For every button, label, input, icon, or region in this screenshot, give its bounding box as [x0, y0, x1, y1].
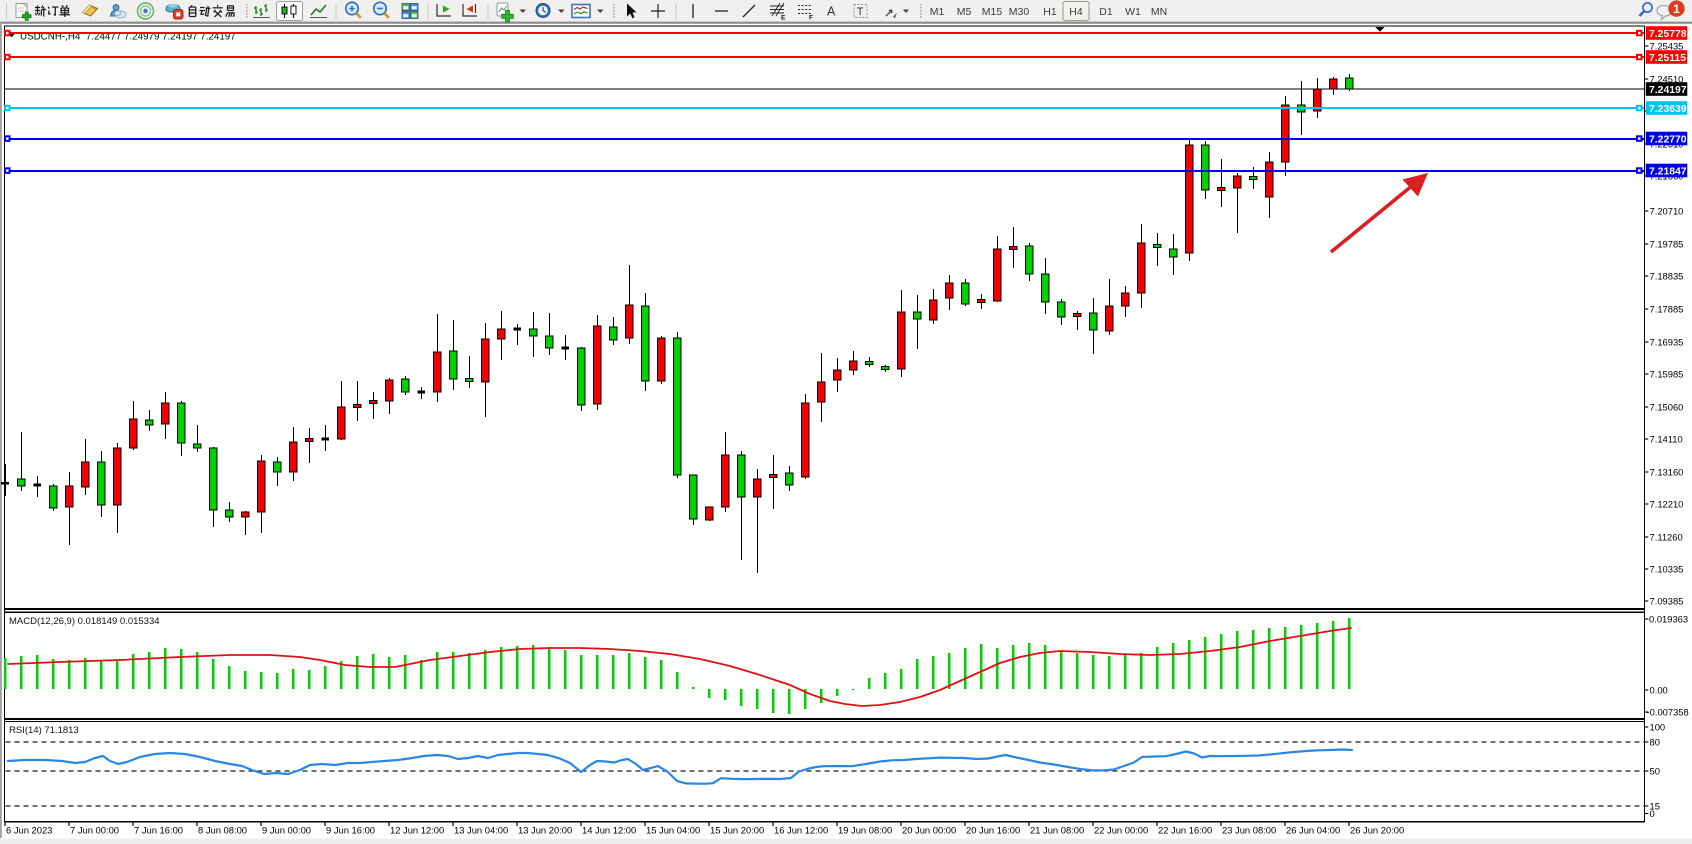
svg-text:13 Jun 04:00: 13 Jun 04:00: [454, 825, 508, 836]
svg-text:0.00: 0.00: [1650, 684, 1668, 695]
svg-text:M30: M30: [1009, 6, 1030, 18]
svg-text:7.10335: 7.10335: [1650, 563, 1684, 574]
svg-text:A: A: [827, 5, 836, 19]
svg-text:14 Jun 12:00: 14 Jun 12:00: [582, 825, 636, 836]
svg-text:7.15985: 7.15985: [1650, 368, 1684, 379]
svg-text:80: 80: [1650, 736, 1660, 747]
svg-text:16 Jun 12:00: 16 Jun 12:00: [774, 825, 828, 836]
svg-text:20 Jun 00:00: 20 Jun 00:00: [902, 825, 956, 836]
svg-text:7.12210: 7.12210: [1650, 498, 1684, 509]
svg-text:100: 100: [1650, 721, 1666, 732]
svg-text:-0.007358: -0.007358: [1647, 706, 1689, 717]
svg-text:7.22770: 7.22770: [1649, 134, 1687, 145]
svg-text:H1: H1: [1043, 6, 1057, 18]
svg-text:26 Jun 04:00: 26 Jun 04:00: [1286, 825, 1340, 836]
svg-text:7.25115: 7.25115: [1649, 53, 1686, 64]
svg-text:26 Jun 20:00: 26 Jun 20:00: [1350, 825, 1404, 836]
svg-text:50: 50: [1650, 765, 1660, 776]
svg-text:M1: M1: [930, 6, 945, 18]
svg-text:15: 15: [1650, 800, 1660, 811]
svg-text:7.25778: 7.25778: [1649, 29, 1687, 40]
svg-text:T: T: [857, 6, 864, 18]
svg-text:19 Jun 08:00: 19 Jun 08:00: [838, 825, 892, 836]
svg-text:MACD(12,26,9) 0.018149 0.01533: MACD(12,26,9) 0.018149 0.015334: [9, 616, 160, 627]
svg-text:F: F: [809, 15, 813, 22]
svg-text:7.25435: 7.25435: [1650, 40, 1684, 51]
svg-text:22 Jun 16:00: 22 Jun 16:00: [1158, 825, 1212, 836]
svg-text:6 Jun 2023: 6 Jun 2023: [6, 825, 52, 836]
svg-text:7.16935: 7.16935: [1650, 336, 1684, 347]
svg-text:8 Jun 08:00: 8 Jun 08:00: [198, 825, 247, 836]
svg-text:7.11260: 7.11260: [1650, 531, 1683, 542]
svg-text:7.18835: 7.18835: [1650, 270, 1684, 281]
svg-text:USDCNH-,H4 7.24477 7.24979 7.: USDCNH-,H4 7.24477 7.24979 7.24197 7.241…: [20, 31, 236, 42]
svg-text:7.20710: 7.20710: [1650, 205, 1684, 216]
svg-text:20 Jun 16:00: 20 Jun 16:00: [966, 825, 1020, 836]
svg-text:22 Jun 00:00: 22 Jun 00:00: [1094, 825, 1148, 836]
svg-text:D1: D1: [1099, 6, 1113, 18]
svg-text:7.19785: 7.19785: [1650, 238, 1684, 249]
svg-text:9 Jun 00:00: 9 Jun 00:00: [262, 825, 311, 836]
svg-text:7.21847: 7.21847: [1649, 166, 1687, 177]
svg-text:1: 1: [1673, 2, 1680, 16]
svg-text:W1: W1: [1125, 6, 1141, 18]
svg-text:MN: MN: [1151, 6, 1167, 18]
svg-text:23 Jun 08:00: 23 Jun 08:00: [1222, 825, 1276, 836]
svg-text:H4: H4: [1069, 6, 1083, 18]
svg-text:0.019363: 0.019363: [1649, 613, 1688, 624]
svg-text:7.14110: 7.14110: [1650, 433, 1683, 444]
svg-text:7 Jun 00:00: 7 Jun 00:00: [70, 825, 119, 836]
svg-text:0: 0: [1650, 808, 1655, 819]
svg-text:9 Jun 16:00: 9 Jun 16:00: [326, 825, 375, 836]
svg-text:21 Jun 08:00: 21 Jun 08:00: [1030, 825, 1084, 836]
svg-text:7.17885: 7.17885: [1650, 303, 1684, 314]
svg-text:15 Jun 20:00: 15 Jun 20:00: [710, 825, 764, 836]
svg-text:7.15060: 7.15060: [1650, 401, 1684, 412]
svg-text:7.09385: 7.09385: [1650, 595, 1684, 606]
svg-text:7.24510: 7.24510: [1650, 73, 1684, 84]
svg-text:M5: M5: [957, 6, 972, 18]
svg-text:M15: M15: [982, 6, 1003, 18]
svg-text:E: E: [781, 15, 786, 22]
svg-text:RSI(14) 71.1813: RSI(14) 71.1813: [9, 725, 79, 736]
svg-text:13 Jun 20:00: 13 Jun 20:00: [518, 825, 572, 836]
svg-text:7.24197: 7.24197: [1649, 85, 1687, 96]
svg-text:7.13160: 7.13160: [1650, 466, 1684, 477]
svg-text:15 Jun 04:00: 15 Jun 04:00: [646, 825, 700, 836]
svg-text:12 Jun 12:00: 12 Jun 12:00: [390, 825, 444, 836]
svg-text:7 Jun 16:00: 7 Jun 16:00: [134, 825, 183, 836]
svg-text:7.23639: 7.23639: [1649, 104, 1687, 115]
